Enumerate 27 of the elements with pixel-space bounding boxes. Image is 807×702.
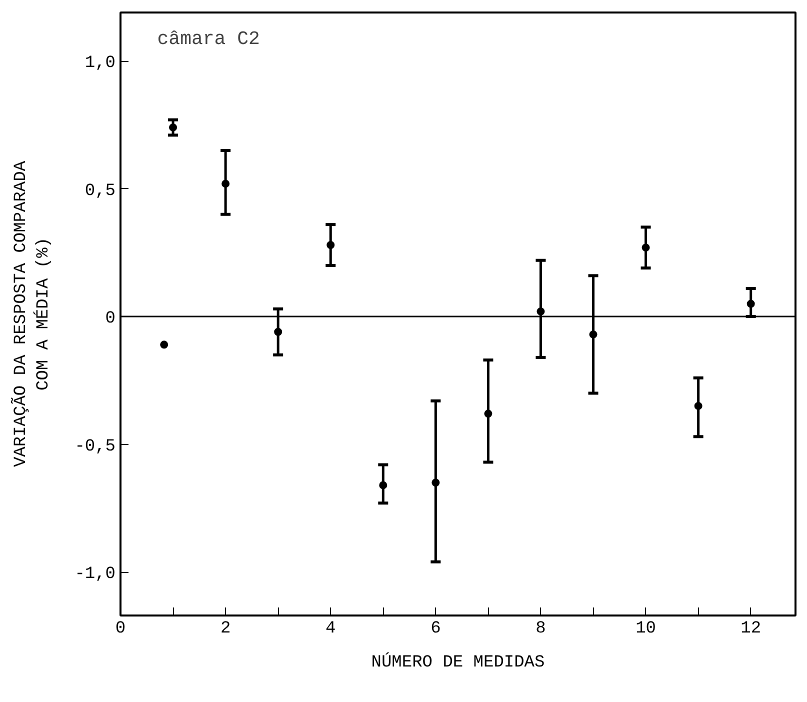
- point: [536, 307, 545, 316]
- y-tick-label: 0,5: [84, 182, 116, 201]
- x-tick-label: 6: [430, 620, 441, 638]
- y-axis-title: VARIAÇÃO DA RESPOSTA COMPARADA COM A MÉDIA (%): [10, 160, 54, 468]
- x-tick-label: 12: [740, 620, 762, 638]
- x-tick-label: 4: [326, 620, 336, 638]
- point: [160, 340, 168, 349]
- y-tick-label: 1,0: [84, 54, 116, 74]
- x-tick-label: 8: [536, 620, 546, 638]
- y-tick-label: 0: [105, 310, 116, 329]
- annotation: câmara C2: [157, 28, 260, 50]
- point: [432, 478, 440, 487]
- x-tick-label: 10: [636, 620, 656, 638]
- point: [222, 180, 230, 188]
- point: [746, 300, 755, 308]
- point: [326, 241, 335, 250]
- y-tick-label: -1,0: [74, 565, 116, 584]
- point: [642, 244, 650, 252]
- point: [274, 328, 282, 336]
- x-axis-title: NÚMERO DE MEDIDAS: [371, 652, 545, 672]
- point: [484, 410, 492, 418]
- y-tick-label: -0,5: [74, 437, 116, 456]
- point: [694, 402, 702, 410]
- point: [379, 481, 388, 490]
- point: [169, 123, 178, 132]
- point: [589, 330, 598, 338]
- x-tick-label: 2: [220, 620, 231, 638]
